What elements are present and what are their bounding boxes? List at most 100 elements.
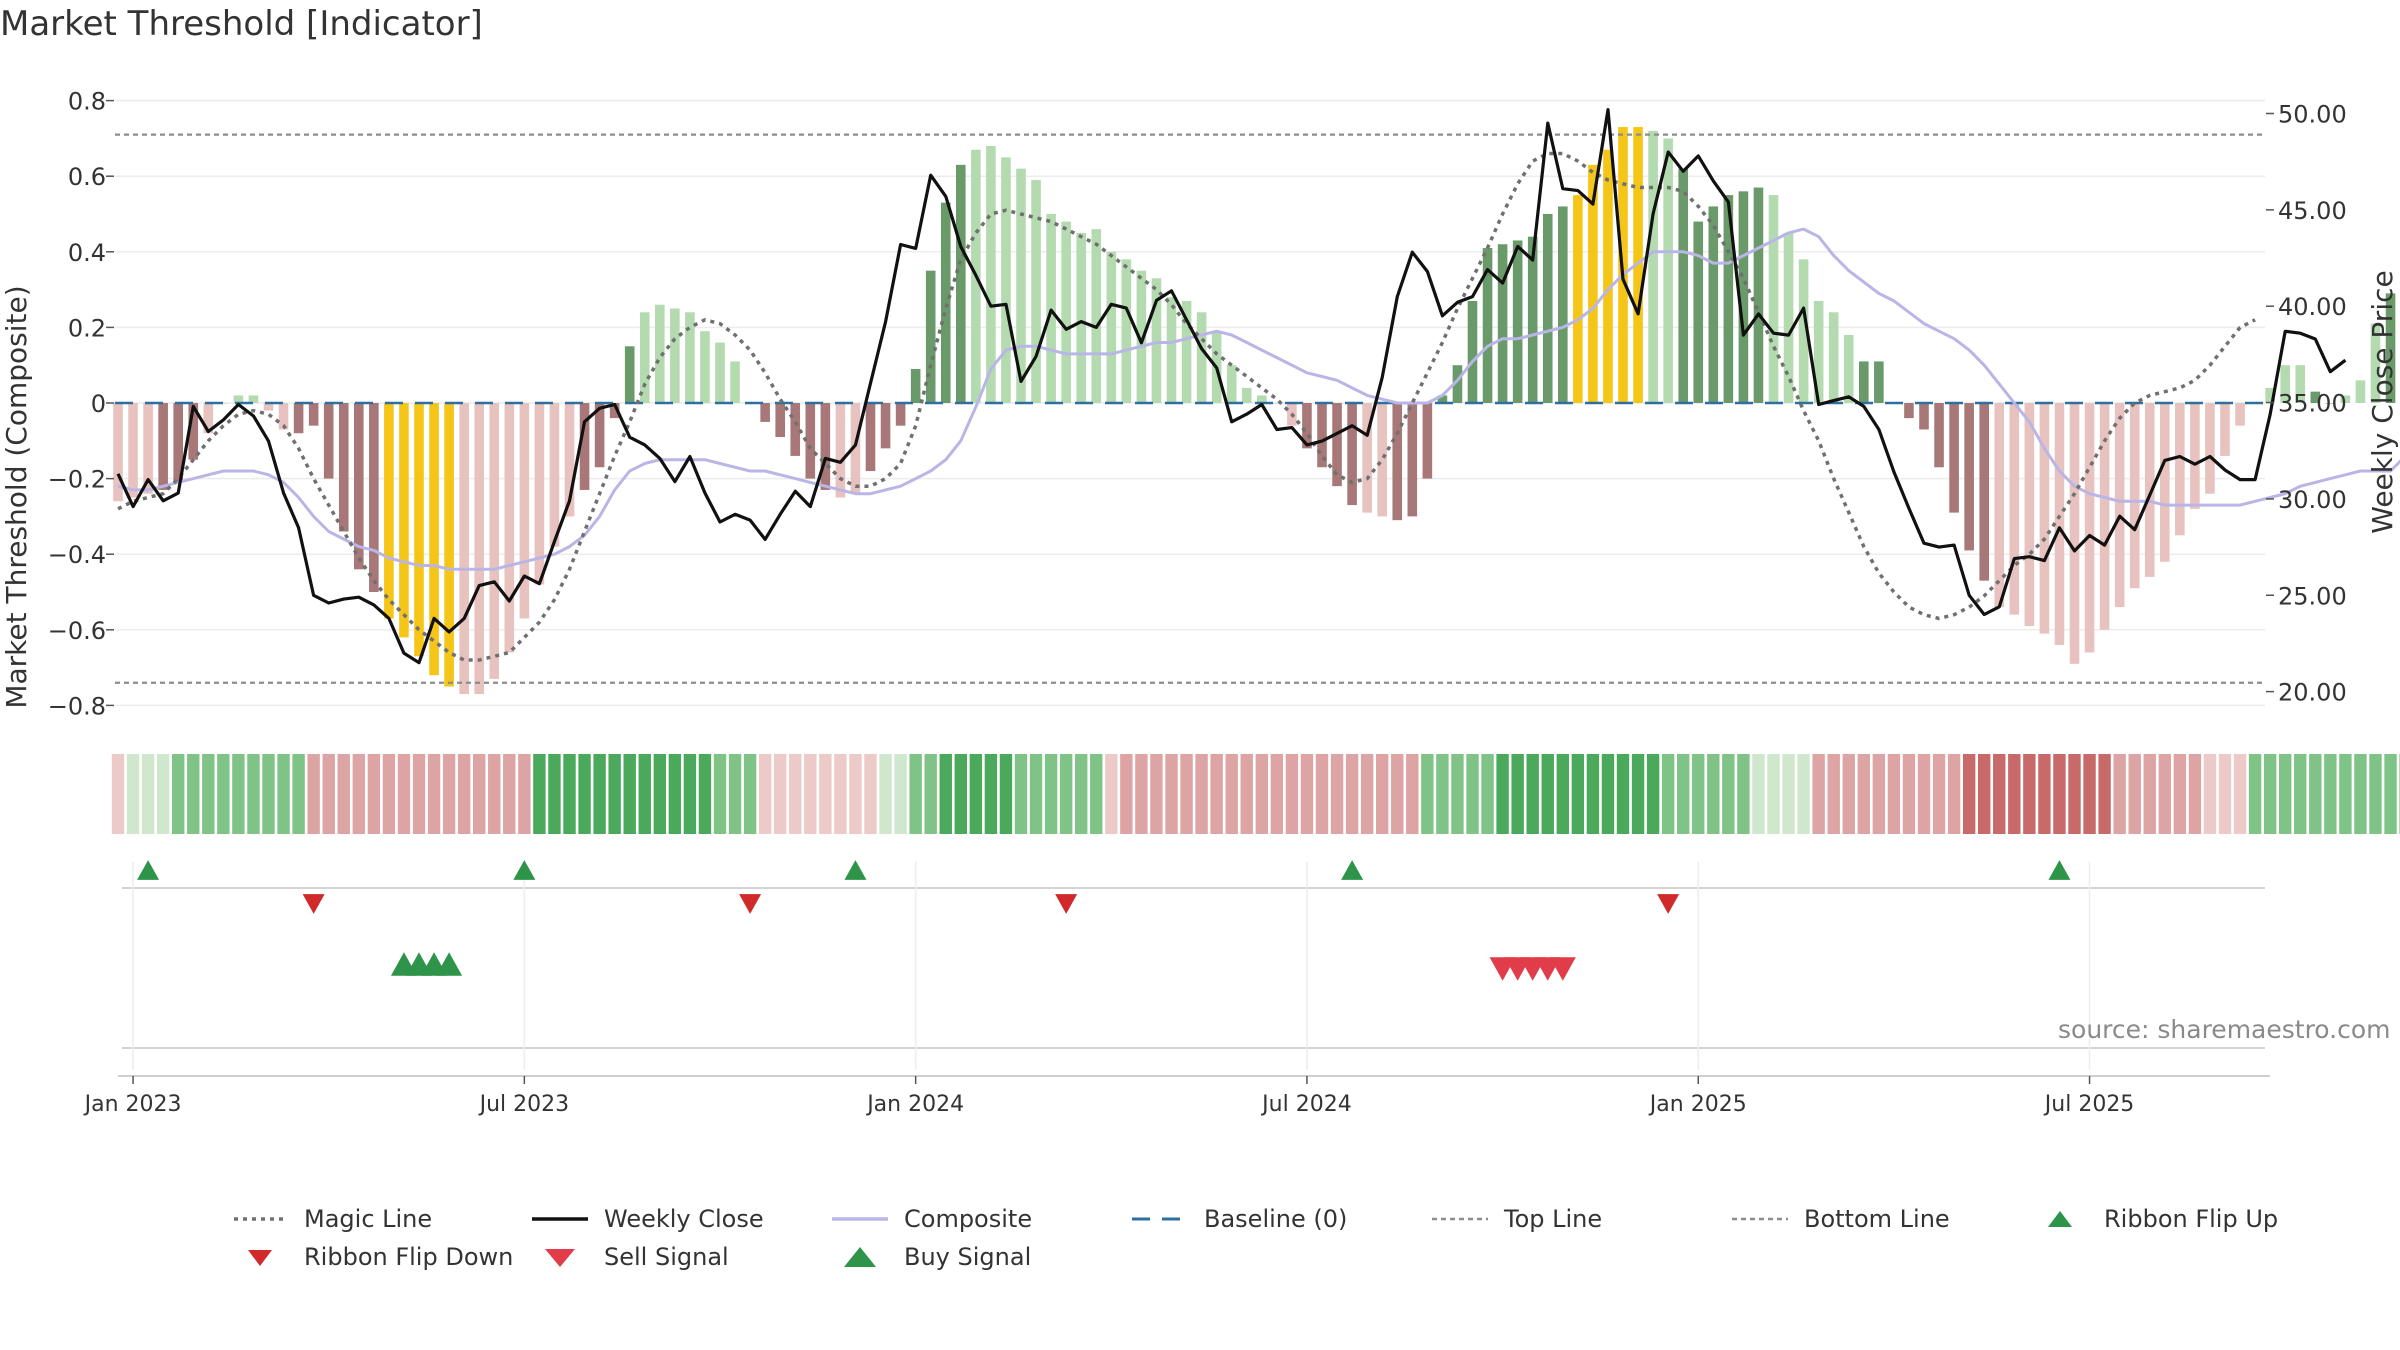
ribbon-cell bbox=[126, 754, 140, 834]
ribbon-cell bbox=[2143, 754, 2156, 834]
ribbon-cell bbox=[728, 754, 742, 834]
ribbon-cell bbox=[1812, 754, 1825, 834]
composite-bar bbox=[2114, 403, 2125, 608]
grid-layer bbox=[115, 99, 2265, 707]
composite-bar bbox=[158, 403, 168, 490]
composite-bar bbox=[369, 403, 379, 592]
composite-bar bbox=[2084, 403, 2095, 653]
ribbon-layer bbox=[111, 754, 2400, 834]
composite-bar bbox=[218, 403, 229, 404]
composite-bar bbox=[655, 304, 665, 403]
ribbon-cell bbox=[1014, 754, 1028, 834]
ribbon-cell bbox=[2113, 754, 2126, 834]
composite-bar bbox=[579, 403, 590, 490]
composite-bar bbox=[444, 403, 454, 687]
ribbon-cell bbox=[638, 754, 651, 834]
ribbon-flip-down-marker bbox=[1055, 894, 1078, 914]
x-tick-label: Jul 2025 bbox=[2043, 1092, 2135, 1117]
ribbon-cell bbox=[2203, 754, 2217, 834]
ribbon-cell bbox=[412, 754, 426, 834]
ribbon-cell bbox=[2128, 754, 2141, 834]
ribbon-cell bbox=[1962, 754, 1976, 834]
composite-bar bbox=[2205, 403, 2215, 494]
ribbon-flip-up-marker bbox=[513, 860, 536, 880]
ribbon-cell bbox=[397, 754, 411, 834]
ribbon-cell bbox=[1496, 754, 1509, 834]
ribbon-cell bbox=[563, 754, 576, 834]
ribbon-cell bbox=[1586, 754, 1600, 834]
ribbon-cell bbox=[352, 754, 365, 834]
legend-item-sell-signal: Sell Signal bbox=[530, 1243, 729, 1271]
legend-baseline-swatch bbox=[1132, 1217, 1188, 1221]
composite-bar bbox=[865, 403, 876, 472]
composite-bar bbox=[564, 403, 575, 517]
composite-bar bbox=[1843, 334, 1854, 403]
ribbon-cell bbox=[1827, 754, 1840, 834]
composite-bar bbox=[1046, 214, 1056, 403]
ribbon-cell bbox=[2309, 754, 2322, 834]
composite-bar bbox=[609, 403, 620, 419]
legend-sell-signal-swatch bbox=[545, 1249, 575, 1267]
legend-label: Magic Line bbox=[304, 1205, 433, 1233]
composite-bar bbox=[790, 403, 801, 456]
composite-bar bbox=[1136, 270, 1147, 403]
composite-bar bbox=[459, 403, 469, 695]
composite-bar bbox=[775, 403, 785, 438]
composite-bar bbox=[1693, 221, 1704, 403]
composite-bar bbox=[233, 395, 244, 403]
composite-bar bbox=[1272, 403, 1282, 404]
ribbon-cell bbox=[1436, 754, 1449, 834]
legend-item-composite: Composite bbox=[830, 1205, 1032, 1233]
legend-weekly-close-swatch bbox=[532, 1217, 588, 1221]
composite-bar bbox=[1708, 206, 1719, 403]
ribbon-cell bbox=[1752, 754, 1765, 834]
ribbon-cell bbox=[548, 754, 561, 834]
ribbon-cell bbox=[2354, 754, 2367, 834]
x-tick-label: Jan 2024 bbox=[865, 1092, 964, 1117]
ribbon-cell bbox=[758, 754, 772, 834]
ribbon-cell bbox=[1391, 754, 1404, 834]
ribbon-cell bbox=[578, 754, 591, 834]
y-right-tick-label: 35.00 bbox=[2278, 390, 2347, 418]
ribbon-cell bbox=[1165, 754, 1178, 834]
ribbon-cell bbox=[894, 754, 907, 834]
ribbon-cell bbox=[442, 754, 456, 834]
ribbon-cell bbox=[2008, 754, 2021, 834]
legend-ribbon-flip-down-swatch bbox=[248, 1250, 272, 1266]
ribbon-flip-down-marker bbox=[302, 894, 325, 914]
composite-bar bbox=[1151, 278, 1162, 403]
composite-bar bbox=[1783, 232, 1794, 403]
ribbon-cell bbox=[819, 754, 832, 834]
composite-bar bbox=[1437, 395, 1448, 403]
composite-bar bbox=[519, 403, 530, 619]
composite-bar bbox=[2144, 403, 2155, 577]
y-axis-left-label: Market Threshold (Composite) bbox=[0, 285, 33, 708]
composite-bar bbox=[1648, 130, 1658, 403]
ribbon-cell bbox=[1406, 754, 1419, 834]
ribbon-cell bbox=[804, 754, 817, 834]
legend-label: Bottom Line bbox=[1804, 1205, 1950, 1233]
composite-bar bbox=[2295, 365, 2306, 403]
ribbon-cell bbox=[849, 754, 862, 834]
composite-bar bbox=[2190, 403, 2200, 509]
composite-bar bbox=[1317, 403, 1327, 468]
composite-bar bbox=[1497, 244, 1508, 403]
ribbon-cell bbox=[533, 754, 546, 834]
ribbon-cell bbox=[141, 754, 155, 834]
ribbon-cell bbox=[713, 754, 727, 834]
y-left-tick-label: −0.4 bbox=[48, 541, 106, 569]
composite-bar bbox=[1467, 300, 1478, 403]
ribbon-cell bbox=[382, 754, 396, 834]
composite-bar bbox=[1332, 403, 1342, 487]
composite-bar bbox=[715, 342, 725, 403]
chart-title: Market Threshold [Indicator] bbox=[0, 4, 483, 44]
composite-bar bbox=[2175, 403, 2185, 536]
composite-line bbox=[117, 227, 2400, 571]
legend-item-buy-signal: Buy Signal bbox=[830, 1243, 1031, 1271]
composite-bar bbox=[1061, 221, 1071, 403]
y-left-tick-label: 0.4 bbox=[68, 239, 106, 267]
ribbon-cell bbox=[322, 754, 335, 834]
composite-bar bbox=[1738, 191, 1749, 403]
ribbon-cell bbox=[1466, 754, 1479, 834]
legend-item-magic-line: Magic Line bbox=[230, 1205, 432, 1233]
